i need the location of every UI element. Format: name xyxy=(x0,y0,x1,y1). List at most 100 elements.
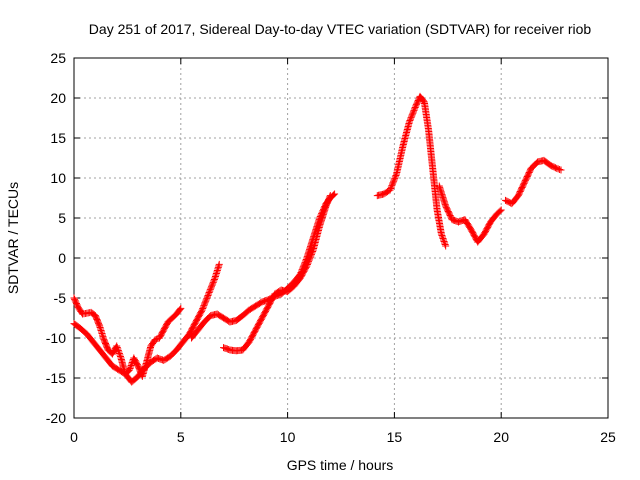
data-point xyxy=(409,108,417,116)
data-point xyxy=(388,182,396,190)
data-point xyxy=(207,284,215,292)
data-point xyxy=(411,105,419,113)
series-3 xyxy=(220,192,334,355)
data-point xyxy=(303,261,311,269)
data-point xyxy=(206,286,214,294)
series-4 xyxy=(373,92,450,250)
y-tick-label: 5 xyxy=(58,210,66,226)
data-point xyxy=(115,348,123,356)
data-point xyxy=(127,362,135,369)
data-point xyxy=(210,277,218,285)
data-point xyxy=(115,350,123,357)
x-tick-label: 20 xyxy=(493,429,509,445)
grid xyxy=(74,58,608,418)
data-point xyxy=(439,235,447,242)
data-point xyxy=(306,253,314,261)
x-tick-labels: 0 5 10 15 20 25 xyxy=(70,429,616,445)
data-point xyxy=(305,258,313,266)
data-point xyxy=(307,252,315,260)
y-tick-label: -5 xyxy=(54,290,67,306)
data-point xyxy=(440,236,448,244)
data-point xyxy=(207,283,215,291)
y-tick-label: 15 xyxy=(50,130,66,146)
x-axis-title: GPS time / hours xyxy=(287,457,394,473)
y-tick-label: -10 xyxy=(46,330,66,346)
data-point xyxy=(128,360,136,368)
data-point xyxy=(116,351,124,359)
data-point xyxy=(390,177,398,185)
data-point xyxy=(553,164,561,172)
data-point xyxy=(209,280,217,288)
data-point xyxy=(408,111,416,119)
data-point xyxy=(408,112,416,120)
data-point xyxy=(210,275,218,283)
data-point xyxy=(307,250,315,258)
data-point xyxy=(441,239,449,247)
y-tick-labels: -20 -15 -10 -5 0 5 10 15 20 25 xyxy=(46,50,66,426)
data-point xyxy=(441,241,449,248)
data-point xyxy=(202,296,210,304)
data-point xyxy=(204,291,212,299)
data-point xyxy=(391,173,399,181)
x-tick-label: 10 xyxy=(280,429,296,445)
data-point xyxy=(200,300,208,308)
data-point xyxy=(440,238,448,245)
y-tick-label: 20 xyxy=(50,90,66,106)
data-point xyxy=(386,186,394,194)
x-tick-label: 0 xyxy=(70,429,78,445)
data-point xyxy=(391,174,399,182)
data-point xyxy=(438,233,446,241)
data-point xyxy=(209,278,217,286)
data-points xyxy=(70,92,565,386)
data-point xyxy=(409,109,417,117)
data-point xyxy=(127,363,135,371)
data-point xyxy=(405,118,413,126)
data-point xyxy=(114,345,122,353)
series-1 xyxy=(70,260,223,386)
data-point xyxy=(390,176,398,184)
data-point xyxy=(113,344,121,351)
data-point xyxy=(199,305,207,313)
data-point xyxy=(306,255,314,263)
data-point xyxy=(331,190,339,198)
data-point xyxy=(407,115,415,123)
data-point xyxy=(304,259,312,267)
y-axis-title: SDTVAR / TECUs xyxy=(5,182,21,294)
data-point xyxy=(330,191,338,199)
series-6 xyxy=(501,156,565,208)
x-tick-label: 15 xyxy=(387,429,403,445)
data-point xyxy=(113,342,121,350)
data-point xyxy=(199,303,207,311)
plot-frame xyxy=(73,57,609,419)
y-tick-label: -20 xyxy=(46,410,66,426)
data-point xyxy=(309,247,317,255)
y-tick-label: 25 xyxy=(50,50,66,66)
data-point xyxy=(205,289,213,297)
data-point xyxy=(407,114,415,122)
data-point xyxy=(202,297,210,305)
data-point xyxy=(153,335,161,343)
data-point xyxy=(438,232,446,239)
data-point xyxy=(206,287,214,295)
data-point xyxy=(406,117,414,125)
data-point xyxy=(442,242,450,250)
data-point xyxy=(126,366,134,374)
data-point xyxy=(556,165,564,173)
data-point xyxy=(326,193,334,201)
data-point xyxy=(554,165,562,173)
data-point xyxy=(387,183,395,191)
x-tick-label: 25 xyxy=(600,429,616,445)
data-point xyxy=(437,230,445,238)
data-point xyxy=(305,256,313,264)
data-point xyxy=(326,192,334,200)
data-point xyxy=(387,185,395,193)
data-point xyxy=(116,353,124,360)
data-point xyxy=(201,299,209,307)
data-point xyxy=(114,347,122,354)
y-tick-label: 0 xyxy=(58,250,66,266)
data-point xyxy=(198,306,206,314)
data-point xyxy=(215,260,223,268)
data-point xyxy=(557,166,565,174)
